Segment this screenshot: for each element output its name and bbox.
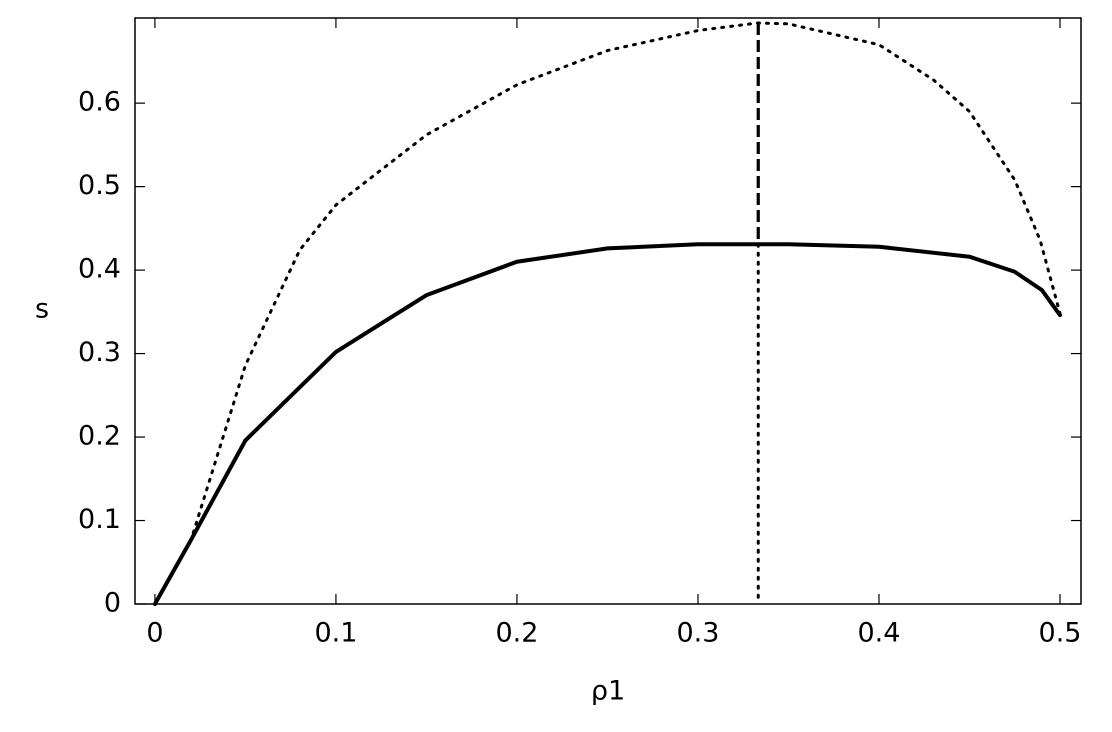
x-tick-label: 0.4 xyxy=(858,618,901,649)
x-tick-label: 0.5 xyxy=(1039,618,1082,649)
x-axis-label: ρ1 xyxy=(591,676,625,707)
plot-frame xyxy=(134,17,1082,605)
y-tick-label: 0.1 xyxy=(78,504,121,535)
y-tick-label: 0.6 xyxy=(78,87,121,118)
dotted-line xyxy=(153,21,1062,606)
x-tick-label: 0 xyxy=(146,618,163,649)
y-tick-label: 0 xyxy=(104,588,121,619)
y-tick-label: 0.4 xyxy=(78,254,121,285)
y-tick-label: 0.5 xyxy=(78,170,121,201)
y-tick-label: 0.3 xyxy=(78,337,121,368)
y-tick-label: 0.2 xyxy=(78,421,121,452)
y-axis-label: s xyxy=(35,294,49,325)
x-tick-label: 0.3 xyxy=(676,618,719,649)
x-tick-label: 0.2 xyxy=(495,618,538,649)
x-tick-label: 0.1 xyxy=(314,618,357,649)
solid-line xyxy=(152,242,1062,606)
